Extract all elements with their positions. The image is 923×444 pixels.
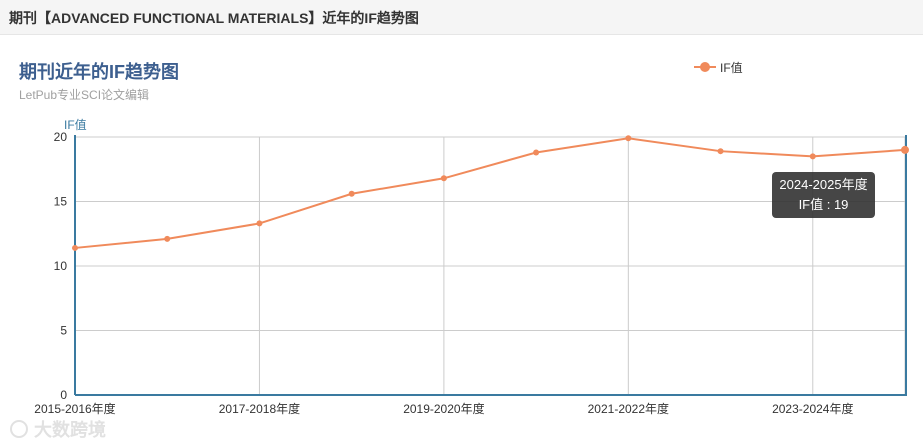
watermark-logo-icon	[10, 420, 28, 438]
legend-line-dot-icon	[694, 60, 716, 74]
tooltip-title: 2024-2025年度	[779, 177, 868, 192]
data-point	[901, 145, 909, 154]
data-point	[348, 190, 355, 197]
data-point	[625, 135, 632, 142]
series-if	[72, 135, 909, 251]
x-tick-label: 2015-2016年度	[34, 401, 115, 416]
data-point	[164, 235, 171, 242]
y-tick-label: 5	[60, 324, 67, 338]
data-point	[440, 175, 447, 182]
series-line	[74, 137, 906, 249]
y-tick-label: 20	[54, 130, 68, 144]
tick-labels: 0 5 10 15 20 2015-2016年度 2017-2018年度 2019-2020年…	[34, 130, 853, 416]
y-tick-label: 0	[60, 388, 67, 402]
y-tick-label: 15	[54, 195, 68, 209]
y-axis-label: IF值	[64, 117, 87, 132]
data-point	[72, 244, 78, 251]
x-tick-label: 2021-2022年度	[588, 401, 669, 416]
data-point	[256, 220, 263, 227]
data-point	[533, 149, 540, 156]
watermark: 大数跨境	[10, 416, 106, 442]
axes	[74, 135, 907, 396]
panel-header: 期刊【ADVANCED FUNCTIONAL MATERIALS】近年的IF趋势…	[0, 0, 923, 35]
watermark-text: 大数跨境	[34, 420, 106, 440]
grid	[75, 136, 906, 395]
chart-title: 期刊近年的IF趋势图	[19, 62, 179, 82]
legend-label: IF值	[720, 60, 743, 75]
x-tick-label: 2019-2020年度	[403, 401, 484, 416]
tooltip-value: IF值 : 19	[798, 197, 849, 212]
data-point	[717, 148, 724, 155]
data-point	[809, 153, 816, 160]
chart-subtitle: LetPub专业SCI论文编辑	[19, 88, 150, 102]
tooltip: 2024-2025年度 IF值 : 19	[772, 172, 875, 218]
x-tick-label: 2017-2018年度	[219, 401, 300, 416]
legend-item-if[interactable]: IF值	[694, 59, 743, 75]
y-tick-label: 10	[54, 259, 68, 273]
page-title: 期刊【ADVANCED FUNCTIONAL MATERIALS】近年的IF趋势…	[9, 10, 419, 26]
x-tick-label: 2023-2024年度	[772, 401, 853, 416]
